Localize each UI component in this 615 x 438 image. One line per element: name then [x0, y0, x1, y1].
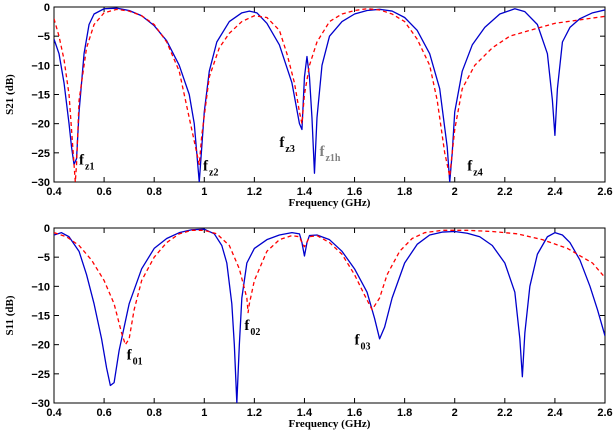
- panel-1-x-tick-label: 1.4: [297, 186, 313, 198]
- panel-1-series-dashed-line: [54, 8, 605, 182]
- panel-1-annotation-fz3: fz3: [279, 135, 294, 155]
- panel-1-y-tick-label: −15: [31, 90, 50, 102]
- panel-2-x-tick-label: 1: [201, 407, 207, 419]
- panel-1-y-axis-label: S21 (dB): [4, 74, 16, 115]
- panel-1: 0.4 0.6 0.8 1 1.2 1.4 1.6 1.8 2 2.2 2.4 2.6 −30 −25 −2…: [4, 2, 613, 209]
- panel-2-annotation-f02: f02: [244, 318, 260, 338]
- panel-1-x-tick-label: 2.6: [597, 186, 612, 198]
- panel-2-x-axis-label: Frequency (GHz): [289, 418, 371, 430]
- panel-2-x-tick-label: 1.8: [397, 407, 412, 419]
- panel-2-y-axis-label: S11 (dB): [4, 295, 16, 335]
- panel-1-series-solid-line: [54, 7, 605, 182]
- panel-1-y-tick-label: −30: [31, 177, 50, 189]
- panel-1-x-axis-label: Frequency (GHz): [289, 197, 371, 209]
- panel-1-annotation-fz1h: fz1h: [319, 144, 340, 164]
- panel-2-y-tick-label: −5: [37, 252, 50, 264]
- panel-1-y-tick-label: −5: [37, 31, 50, 43]
- panel-2: 0.4 0.6 0.8 1 1.2 1.4 1.6 1.8 2 2.2 2.4 2.6 −30 −25 −2…: [4, 223, 613, 430]
- panel-1-x-tick-label: 0.8: [147, 186, 162, 198]
- panel-2-plot-frame: [53, 227, 606, 404]
- panel-2-x-tick-label: 0.6: [96, 407, 111, 419]
- panel-1-x-tick-label: 0.4: [46, 186, 62, 198]
- panel-2-x-tick-label: 2.4: [547, 407, 563, 419]
- panel-2-x-tick-label: 1.6: [347, 407, 362, 419]
- panel-2-y-tick-label: −20: [31, 340, 50, 352]
- panel-1-x-tick-label: 1.6: [347, 186, 362, 198]
- panel-2-y-tick-label: −15: [31, 311, 50, 323]
- panel-2-x-tick-label: 2.6: [597, 407, 612, 419]
- panel-2-y-tick-label: −30: [31, 398, 50, 410]
- panel-1-x-tick-label: 2.2: [497, 186, 512, 198]
- panel-1-x-tick-label: 1.2: [247, 186, 262, 198]
- panel-1-annotation-fz2: fz2: [203, 158, 218, 178]
- panel-1-annotation-fz4: fz4: [467, 158, 482, 178]
- panel-2-y-tick-label: −10: [31, 281, 50, 293]
- panel-1-x-tick-label: 2: [452, 186, 458, 198]
- panel-1-x-tick-label: 1: [201, 186, 207, 198]
- panel-1-x-tick-label: 2.4: [547, 186, 563, 198]
- panel-2-x-tick-label: 0.4: [46, 407, 62, 419]
- panel-1-annotation-fz1: fz1: [79, 153, 94, 173]
- panel-2-x-tick-label: 2.2: [497, 407, 512, 419]
- panel-1-y-tick-label: −25: [31, 148, 50, 160]
- panel-1-y-tick-label: 0: [44, 2, 50, 14]
- panel-1-y-tick-label: −20: [31, 119, 50, 131]
- panel-2-x-tick-label: 1.2: [247, 407, 262, 419]
- panel-1-y-tick-label: −10: [31, 60, 50, 72]
- panel-2-y-tick-label: 0: [44, 223, 50, 235]
- panel-1-x-tick-label: 1.8: [397, 186, 412, 198]
- panel-2-annotation-f01: f01: [127, 347, 143, 367]
- panel-1-x-tick-label: 0.6: [96, 186, 111, 198]
- panel-2-annotation-f03: f03: [355, 333, 371, 353]
- panel-2-x-tick-label: 1.4: [297, 407, 313, 419]
- panel-2-y-tick-label: −25: [31, 369, 50, 381]
- panel-2-series-solid-line: [54, 228, 605, 403]
- panel-2-x-tick-label: 0.8: [147, 407, 162, 419]
- panel-2-x-tick-label: 2: [452, 407, 458, 419]
